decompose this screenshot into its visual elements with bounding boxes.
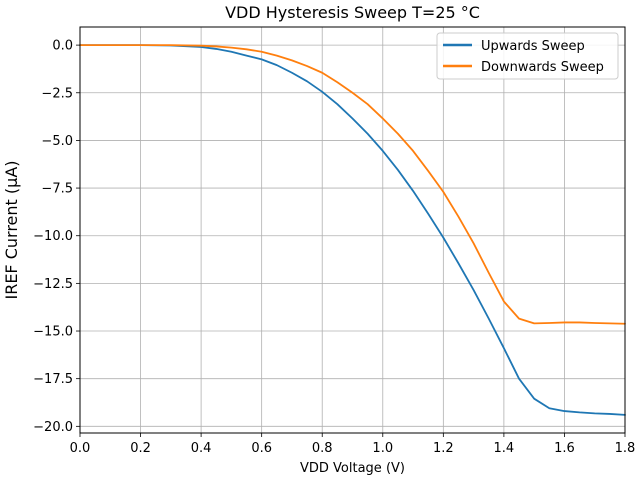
plot-area [80,27,625,433]
y-tick-label: −17.5 [33,372,73,387]
x-tick-label: 0.6 [251,441,272,456]
x-axis-label: VDD Voltage (V) [300,461,405,476]
ticks: 0.0 0.2 0.4 0.6 0.8 1.0 1.2 1.4 1.6 1.8 0.0 −2.5 −5.… [33,39,635,456]
series-line-upwards [79,44,626,416]
x-tick-label: 1.2 [433,441,454,456]
legend: Upwards Sweep Downwards Sweep [436,32,619,80]
y-tick-label: −5.0 [41,134,73,149]
y-axis-label: IREF Current (µA) [2,160,21,299]
x-tick-label: 1.8 [615,441,636,456]
series-layer [79,44,626,416]
x-tick-label: 0.8 [312,441,333,456]
x-tick-label: 1.0 [372,441,393,456]
series-line-downwards [79,44,626,325]
x-tick-label: 0.2 [130,441,151,456]
y-tick-label: −2.5 [41,86,73,101]
x-tick-label: 0.4 [191,441,212,456]
x-tick-label: 1.4 [494,441,515,456]
chart-title: VDD Hysteresis Sweep T=25 °C [225,3,480,22]
y-tick-label: −7.5 [41,182,73,197]
x-tick-label: 1.6 [554,441,575,456]
legend-label-upwards: Upwards Sweep [481,39,585,54]
x-tick-label: 0.0 [70,441,91,456]
y-tick-label: −10.0 [33,229,73,244]
plot-frame [79,26,626,434]
y-tick-label: −15.0 [33,325,73,340]
y-tick-label: 0.0 [52,39,73,54]
y-tick-label: −20.0 [33,420,73,435]
legend-label-downwards: Downwards Sweep [481,60,604,75]
y-tick-label: −12.5 [33,277,73,292]
legend-box [436,32,619,80]
